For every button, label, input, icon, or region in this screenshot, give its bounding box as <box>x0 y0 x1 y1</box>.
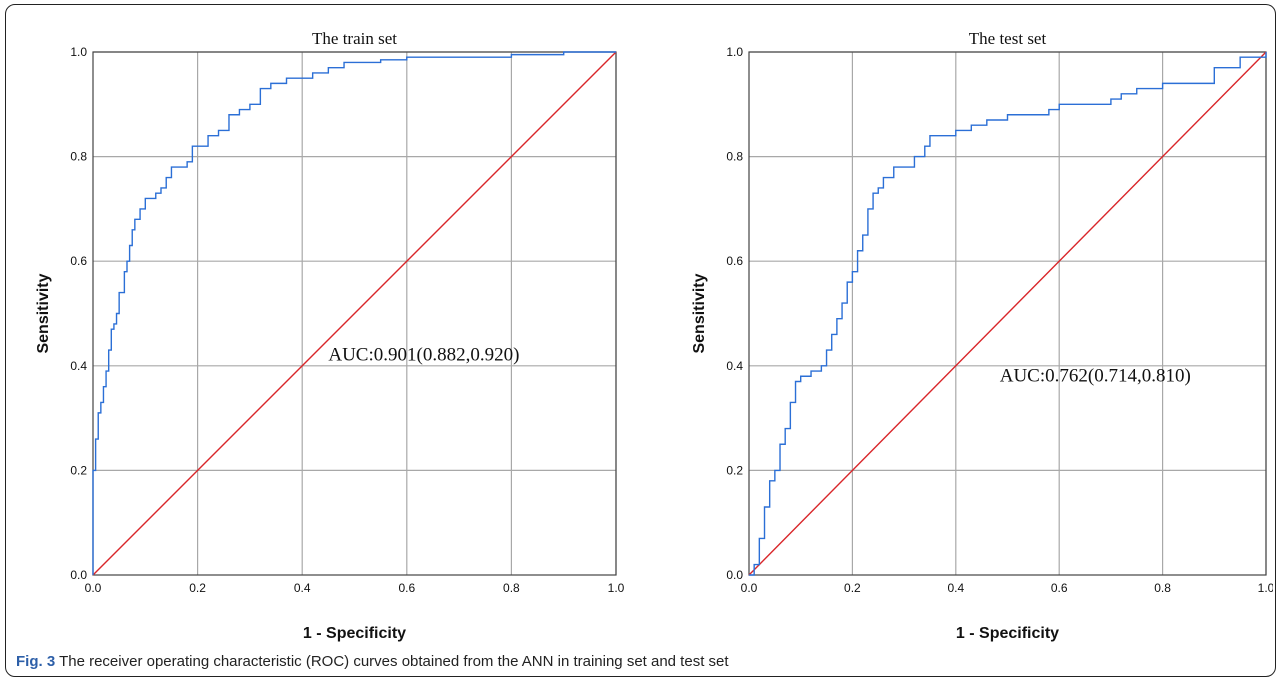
reference-line <box>92 51 617 576</box>
x-tick-label: 1.0 <box>1258 581 1273 595</box>
x-tick-label: 0.4 <box>294 581 311 595</box>
chart-title: The train set <box>312 29 397 48</box>
x-tick-label: 0.4 <box>947 581 964 595</box>
y-tick-label: 0.2 <box>70 463 87 477</box>
roc-chart-test: 0.0 0.2 0.4 0.6 0.8 1.0 0.0 0.2 0.4 0.6 0.8 1.0 The … <box>691 29 1273 642</box>
caption-label: Fig. 3 <box>16 653 56 670</box>
x-axis-label: 1 - Specificity <box>303 625 406 642</box>
y-tick-label: 0.2 <box>726 463 743 477</box>
y-tick-label: 0.8 <box>726 150 743 164</box>
y-tick-label: 0.0 <box>726 568 743 582</box>
y-axis-label: Sensitivity <box>35 273 52 353</box>
caption-text: The receiver operating characteristic (R… <box>59 653 729 670</box>
figure-frame: 0.0 0.2 0.4 0.6 0.8 1.0 0.0 0.2 0.4 0.6 0.8 1.0 The … <box>5 4 1276 677</box>
auc-annotation: AUC:0.762(0.714,0.810) <box>1000 365 1191 386</box>
auc-annotation: AUC:0.901(0.882,0.920) <box>328 345 519 366</box>
x-tick-label: 0.6 <box>1051 581 1068 595</box>
plot-area <box>92 51 617 576</box>
y-tick-label: 0.0 <box>70 568 87 582</box>
x-tick-label: 0.2 <box>189 581 206 595</box>
plot-area <box>748 51 1267 576</box>
x-tick-label: 0.0 <box>741 581 758 595</box>
reference-line <box>748 51 1267 576</box>
y-tick-label: 1.0 <box>70 45 87 59</box>
roc-panel-train: 0.0 0.2 0.4 0.6 0.8 1.0 0.0 0.2 0.4 0.6 0.8 1.0 The … <box>6 5 636 645</box>
x-axis-label: 1 - Specificity <box>956 625 1059 642</box>
roc-curve <box>749 52 1267 576</box>
chart-title: The test set <box>969 29 1047 48</box>
roc-panel-test: 0.0 0.2 0.4 0.6 0.8 1.0 0.0 0.2 0.4 0.6 0.8 1.0 The … <box>641 5 1273 645</box>
figure-caption: Fig. 3 The receiver operating characteri… <box>16 653 1266 670</box>
y-axis-label: Sensitivity <box>691 273 708 353</box>
roc-chart-train: 0.0 0.2 0.4 0.6 0.8 1.0 0.0 0.2 0.4 0.6 0.8 1.0 The … <box>35 29 625 642</box>
y-tick-label: 0.4 <box>70 359 87 373</box>
x-tick-label: 0.2 <box>844 581 861 595</box>
y-tick-label: 1.0 <box>726 45 743 59</box>
x-tick-label: 1.0 <box>608 581 625 595</box>
y-tick-label: 0.8 <box>70 150 87 164</box>
y-tick-label: 0.4 <box>726 359 743 373</box>
x-tick-label: 0.6 <box>398 581 415 595</box>
y-tick-label: 0.6 <box>726 254 743 268</box>
x-tick-label: 0.0 <box>85 581 102 595</box>
x-tick-label: 0.8 <box>503 581 520 595</box>
roc-curve <box>92 51 616 575</box>
y-tick-label: 0.6 <box>70 254 87 268</box>
x-tick-label: 0.8 <box>1154 581 1171 595</box>
